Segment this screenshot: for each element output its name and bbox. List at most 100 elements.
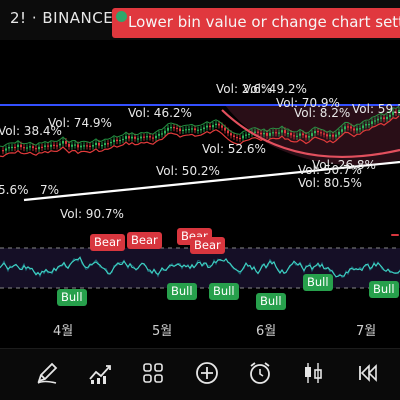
volume-label: Vol: 70.9%	[276, 96, 340, 110]
candle-body	[275, 132, 277, 134]
candle-body	[233, 135, 235, 138]
price-chart[interactable]	[0, 100, 400, 225]
candle-body	[29, 146, 31, 148]
volume-label: Vol: 49.2%	[243, 82, 307, 96]
current-price-line	[0, 104, 400, 106]
candle-body	[68, 143, 70, 147]
volume-label: Vol: 2.6%	[216, 82, 273, 96]
candle-body	[398, 110, 400, 113]
candle-body	[203, 127, 205, 130]
pen-icon[interactable]	[32, 358, 62, 388]
candle-body	[314, 131, 316, 134]
volume-label: Vol: 50.7%	[298, 163, 362, 177]
candle-body	[26, 147, 28, 149]
candle-body	[98, 142, 100, 146]
add-icon[interactable]	[192, 358, 222, 388]
candle-body	[107, 143, 109, 145]
candle-body	[206, 125, 208, 128]
candle-body	[323, 133, 325, 135]
candle-body	[191, 128, 193, 130]
x-axis-label: 7월	[356, 324, 377, 339]
warning-message: Lower bin value or change chart settings	[128, 13, 400, 31]
candle-body	[368, 123, 370, 126]
alarm-icon[interactable]	[245, 358, 275, 388]
candle-body	[74, 144, 76, 146]
candle-body	[221, 125, 223, 128]
indicators-icon[interactable]	[85, 358, 115, 388]
candle-body	[104, 143, 106, 145]
lower-band-line	[0, 105, 400, 148]
volume-label: Vol: 80.5%	[298, 176, 362, 190]
cup-curve-line	[221, 109, 400, 159]
candle-body	[92, 145, 94, 147]
candle-body	[161, 133, 163, 135]
volume-label: Vol: 46.2%	[128, 106, 192, 120]
candle-body	[176, 127, 178, 130]
volume-label: Vol: 74.9%	[48, 116, 112, 130]
candle-body	[242, 135, 244, 139]
candle-body	[149, 136, 151, 138]
candle-body	[299, 133, 301, 136]
candle-body	[272, 132, 274, 134]
candle-body	[110, 141, 112, 144]
candle-body	[167, 127, 169, 131]
candle-body	[329, 134, 331, 137]
bottom-toolbar	[0, 348, 400, 400]
volume-label: Vol: 52.6%	[202, 142, 266, 156]
candle-body	[143, 136, 145, 138]
candle-body	[38, 146, 40, 150]
candle-body	[227, 130, 229, 134]
bull-signal: Bull	[369, 281, 399, 298]
candle-body	[41, 146, 43, 149]
candle-body	[377, 118, 379, 121]
candle-body	[215, 123, 217, 126]
candle-body	[188, 128, 190, 131]
candle-body	[305, 135, 307, 138]
status-dot-icon	[116, 11, 127, 22]
volume-label: 7%	[40, 183, 60, 197]
candle-body	[287, 132, 289, 135]
volume-label: Vol: 59.1%	[352, 102, 400, 116]
candle-body	[164, 130, 166, 134]
warning-banner[interactable]	[112, 8, 400, 38]
candle-body	[173, 127, 175, 129]
candle-body	[290, 132, 292, 136]
candle-body	[185, 129, 187, 131]
bull-signal: Bull	[167, 283, 197, 300]
symbol-exchange-label[interactable]: 2! · BINANCE	[10, 9, 114, 27]
candle-body	[125, 136, 127, 139]
candle-body	[14, 146, 16, 149]
candle-body	[257, 131, 259, 133]
candle-body	[5, 148, 7, 151]
candle-body	[134, 136, 136, 139]
candle-body	[95, 142, 97, 146]
candle-body	[182, 129, 184, 132]
x-axis-label: 6월	[256, 324, 277, 339]
candle-body	[236, 137, 238, 139]
candle-body	[47, 145, 49, 147]
candle-body	[20, 144, 22, 148]
candle-body	[62, 141, 64, 144]
candle-body	[281, 130, 283, 133]
candles-icon[interactable]	[298, 358, 328, 388]
candle-body	[317, 131, 319, 133]
apps-grid-icon[interactable]	[138, 358, 168, 388]
candle-body	[194, 128, 196, 131]
candle-body	[296, 135, 298, 137]
oscillator-panel[interactable]	[0, 238, 400, 308]
candle-body	[359, 128, 361, 130]
candle-body	[335, 134, 337, 137]
candle-body	[44, 145, 46, 147]
candle-body	[56, 145, 58, 147]
volume-label: Vol: 26.8%	[312, 158, 376, 172]
candle-body	[32, 146, 34, 149]
replay-icon[interactable]	[352, 358, 382, 388]
candle-body	[362, 125, 364, 129]
candle-body	[302, 133, 304, 136]
candle-body	[131, 136, 133, 139]
candle-body	[332, 134, 334, 137]
candle-body	[347, 126, 349, 128]
candle-body	[389, 114, 391, 117]
candle-body	[11, 146, 13, 149]
